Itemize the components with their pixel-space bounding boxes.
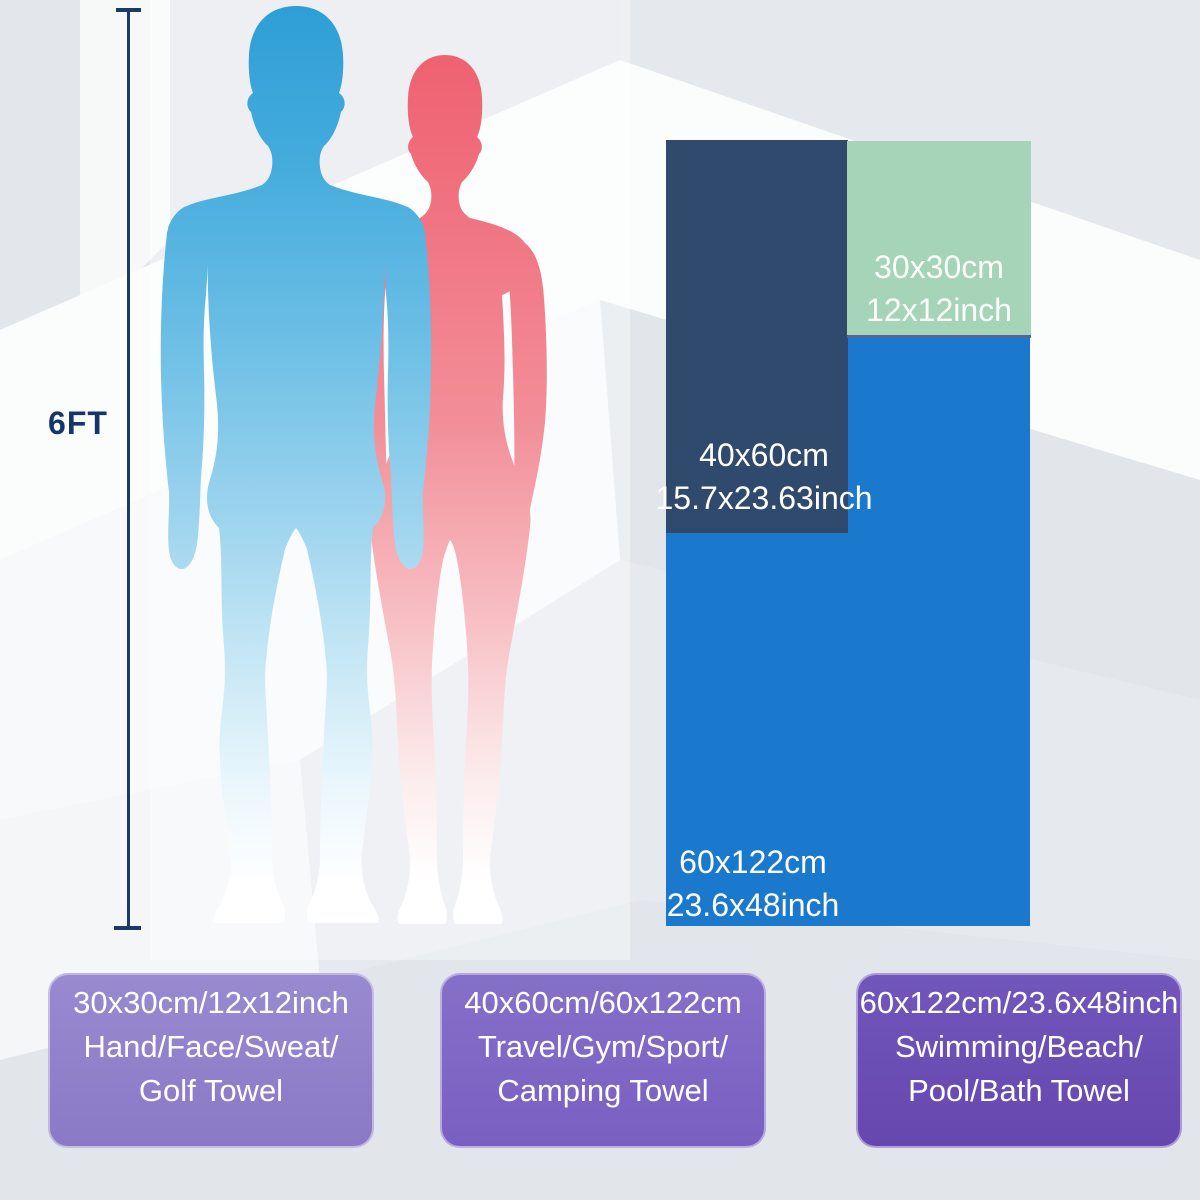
towel-size-cm: 40x60cm xyxy=(699,437,829,473)
towel-size-cm: 60x122cm xyxy=(679,844,827,880)
card-uses-line1: Swimming/Beach/ xyxy=(894,1029,1144,1064)
card-sizes: 30x30cm/12x12inch xyxy=(73,985,349,1020)
male-body xyxy=(168,6,424,923)
male-left-arm xyxy=(160,206,208,570)
male-right-arm xyxy=(384,206,432,570)
ruler-bottom-cap xyxy=(114,926,141,930)
towel-size-cm: 30x30cm xyxy=(874,249,1004,285)
card-uses-line2: Pool/Bath Towel xyxy=(908,1073,1130,1108)
towel-label-30x30: 30x30cm 12x12inch xyxy=(848,246,1030,332)
card-sizes: 60x122cm/23.6x48inch xyxy=(859,985,1179,1020)
size-comparison-figures xyxy=(160,6,547,924)
card-sizes: 40x60cm/60x122cm xyxy=(464,985,742,1020)
towel-size-inch: 23.6x48inch xyxy=(666,887,840,923)
female-figure xyxy=(357,55,547,924)
towel-label-40x60: 40x60cm 15.7x23.63inch xyxy=(564,434,964,520)
male-figure xyxy=(160,6,432,923)
towel-rect-30x30 xyxy=(847,141,1031,338)
card-uses-line1: Hand/Face/Sweat/ xyxy=(83,1029,339,1064)
towel-rect-40x60 xyxy=(666,140,848,533)
towel-label-60x122: 60x122cm 23.6x48inch xyxy=(553,841,953,927)
card-uses-line2: Golf Towel xyxy=(138,1073,284,1108)
legend-card-bath-towel: 60x122cm/23.6x48inch Swimming/Beach/ Poo… xyxy=(856,973,1182,1148)
height-ruler xyxy=(127,9,130,930)
legend-card-sport-towel: 40x60cm/60x122cm Travel/Gym/Sport/ Campi… xyxy=(440,973,766,1148)
card-uses-line1: Travel/Gym/Sport/ xyxy=(477,1029,729,1064)
female-right-arm xyxy=(504,243,547,554)
height-label: 6FT xyxy=(48,405,108,441)
towel-size-inch: 12x12inch xyxy=(866,292,1012,328)
towel-size-inch: 15.7x23.63inch xyxy=(655,480,873,516)
legend-card-hand-towel: 30x30cm/12x12inch Hand/Face/Sweat/ Golf … xyxy=(48,973,374,1148)
card-uses-line2: Camping Towel xyxy=(497,1073,709,1108)
